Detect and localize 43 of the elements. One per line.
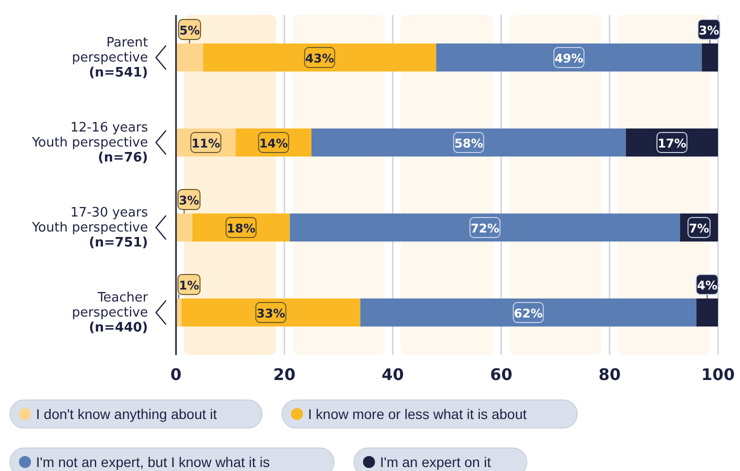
y-tick-label: Teacher perspective (n=440) [72, 290, 149, 336]
bar [626, 128, 718, 157]
x-tick-label: 40 [382, 365, 404, 384]
legend-label: I know more or less what it is about [308, 406, 527, 422]
bar [702, 43, 718, 72]
data-label: 14% [259, 136, 288, 150]
data-label: 43% [305, 52, 334, 66]
data-label: 58% [454, 136, 484, 150]
data-label: 5% [179, 23, 200, 38]
x-tick-label: 0 [170, 365, 182, 384]
data-label: 3% [178, 193, 200, 208]
legend-label: I'm not an expert, but I know what it is [36, 454, 270, 470]
bar [360, 298, 696, 327]
data-label: 62% [514, 306, 543, 320]
bar [696, 298, 718, 327]
bar [181, 298, 360, 327]
bar [236, 128, 312, 157]
bar [192, 213, 290, 242]
x-tick-label: 100 [701, 365, 735, 384]
data-label: 4% [696, 278, 718, 292]
legend-label: I don't know anything about it [36, 406, 218, 422]
x-tick-label: 20 [273, 365, 296, 384]
x-tick-label: 60 [490, 365, 512, 384]
y-tick-label: Parent perspective (n=541) [72, 36, 148, 80]
data-label: 3% [698, 23, 720, 38]
bar [203, 43, 436, 72]
bar [436, 43, 702, 72]
legend-label: I'm an expert on it [380, 454, 491, 470]
data-label: 17% [658, 136, 686, 150]
data-label: 7% [688, 222, 710, 236]
data-label: 49% [554, 52, 584, 66]
data-label: 72% [470, 222, 500, 236]
x-tick-label: 80 [598, 365, 621, 384]
data-label: 1% [178, 278, 200, 292]
bar [176, 213, 192, 242]
y-tick-label: 12-16 years Youth perspective (n=76) [30, 120, 148, 166]
bar [290, 213, 680, 242]
bar [312, 128, 626, 157]
data-label: 11% [191, 136, 220, 150]
y-tick-label: 17-30 years Youth perspective (n=751) [30, 206, 148, 250]
bar [176, 43, 204, 72]
data-label: 33% [256, 306, 286, 320]
data-label: 18% [226, 222, 256, 236]
